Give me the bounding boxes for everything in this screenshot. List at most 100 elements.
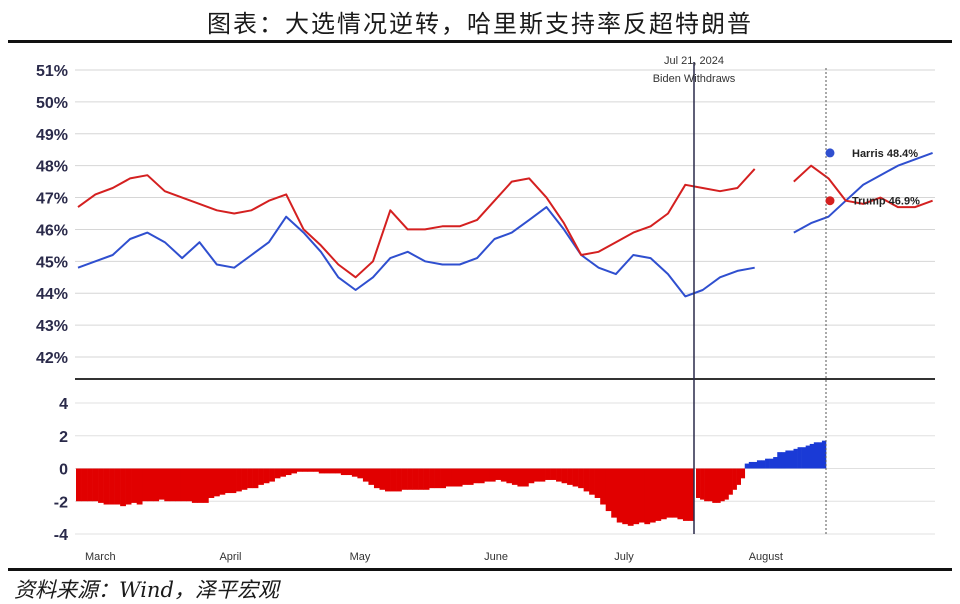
margin-bar	[817, 442, 823, 469]
margin-bar	[611, 468, 618, 518]
margin-bar	[616, 468, 623, 523]
margin-bar	[340, 468, 347, 476]
margin-bars	[76, 440, 827, 526]
margin-bar	[120, 468, 126, 507]
event-date-label: Jul 21, 2024	[664, 55, 724, 67]
margin-bar	[241, 468, 248, 490]
margin-bar	[98, 468, 104, 503]
margin-bar	[258, 468, 264, 485]
margin-bar	[109, 468, 115, 505]
margin-bar	[197, 468, 204, 503]
margin-bar	[671, 468, 678, 518]
margin-bar	[567, 468, 573, 485]
margin-bar	[736, 468, 741, 485]
margin-bar	[202, 468, 209, 503]
margin-bar	[191, 468, 198, 503]
x-tick-label: April	[219, 551, 241, 563]
margin-bar	[682, 468, 689, 521]
margin-bar	[677, 468, 684, 520]
y-tick-label: 43%	[36, 318, 68, 335]
x-tick-label: May	[350, 551, 371, 563]
y-tick-label: 47%	[36, 191, 68, 208]
margin-bar	[236, 468, 242, 492]
margin-bar	[373, 468, 380, 489]
x-tick-label: July	[614, 551, 634, 563]
margin-bar	[517, 468, 524, 487]
series-line-harris	[77, 151, 933, 298]
margin-bar	[720, 468, 725, 502]
margin-bar	[412, 468, 419, 490]
margin-bar	[633, 468, 640, 525]
margin-bar	[125, 468, 132, 505]
margin-bar	[318, 468, 325, 474]
bar-chart-y-ticks: -4 -2 0 2 4	[54, 396, 68, 544]
margin-bar	[805, 445, 811, 469]
margin-bar	[627, 468, 634, 526]
margin-bar	[186, 468, 193, 502]
margin-bar	[572, 468, 579, 487]
margin-bar	[136, 468, 143, 505]
margin-bar	[302, 468, 309, 472]
margin-bar	[263, 468, 270, 484]
margin-bar	[539, 468, 546, 482]
margin-bar	[478, 468, 485, 484]
event-text-label: Biden Withdraws	[653, 73, 736, 85]
margin-bar	[445, 468, 452, 487]
margin-bar	[583, 468, 590, 492]
margin-bar	[329, 468, 336, 474]
margin-bar	[704, 468, 709, 502]
margin-bar	[484, 468, 491, 482]
y-tick-label: -2	[54, 494, 68, 511]
margin-bar	[785, 450, 790, 469]
margin-bar	[252, 468, 259, 489]
margin-bar	[346, 468, 353, 476]
margin-bar	[744, 463, 750, 469]
margin-bar	[213, 468, 220, 497]
margin-bar	[660, 468, 667, 520]
endpoint-label-trump: Trump 46.9%	[852, 196, 920, 208]
margin-bar	[724, 468, 729, 500]
margin-bar	[451, 468, 458, 487]
margin-bar	[789, 450, 794, 469]
margin-bar	[81, 468, 88, 502]
margin-bar	[511, 468, 518, 485]
margin-bar	[429, 468, 435, 489]
margin-bar	[219, 468, 226, 495]
margin-bar	[594, 468, 601, 498]
margin-bar	[756, 460, 762, 469]
source-note: 资料来源：Wind，泽平宏观	[14, 578, 279, 602]
y-tick-label: 4	[59, 396, 68, 413]
margin-bar	[379, 468, 386, 490]
margin-bar	[175, 468, 182, 502]
margin-bar	[748, 461, 754, 469]
margin-bar	[103, 468, 110, 505]
y-tick-label: 0	[59, 462, 68, 479]
margin-bar	[728, 468, 733, 495]
margin-bar	[605, 468, 612, 512]
margin-bar	[224, 468, 231, 494]
margin-bar	[666, 468, 673, 518]
endpoint-label-harris: Harris 48.4%	[852, 148, 918, 160]
x-tick-label: August	[749, 551, 783, 563]
margin-bar	[644, 468, 651, 525]
margin-bar	[550, 468, 557, 480]
margin-bar	[158, 468, 165, 500]
y-tick-label: 50%	[36, 95, 68, 112]
margin-bar	[578, 468, 584, 489]
x-axis-months: March April May June July August	[85, 551, 783, 563]
margin-bar	[351, 468, 358, 477]
y-tick-label: 51%	[36, 63, 68, 80]
margin-bar	[813, 442, 819, 469]
line-chart-y-ticks: 42% 43% 44% 45% 46% 47% 48% 49% 50% 51%	[36, 63, 68, 367]
margin-bar	[489, 468, 496, 482]
margin-bar	[92, 468, 99, 502]
margin-bar	[307, 468, 314, 472]
margin-bar	[561, 468, 568, 484]
endpoint-marker-trump	[825, 196, 835, 206]
margin-bar	[274, 468, 281, 479]
margin-bar	[418, 468, 424, 490]
title-rule	[8, 40, 952, 43]
margin-bar	[440, 468, 446, 489]
margin-bar	[401, 468, 408, 490]
